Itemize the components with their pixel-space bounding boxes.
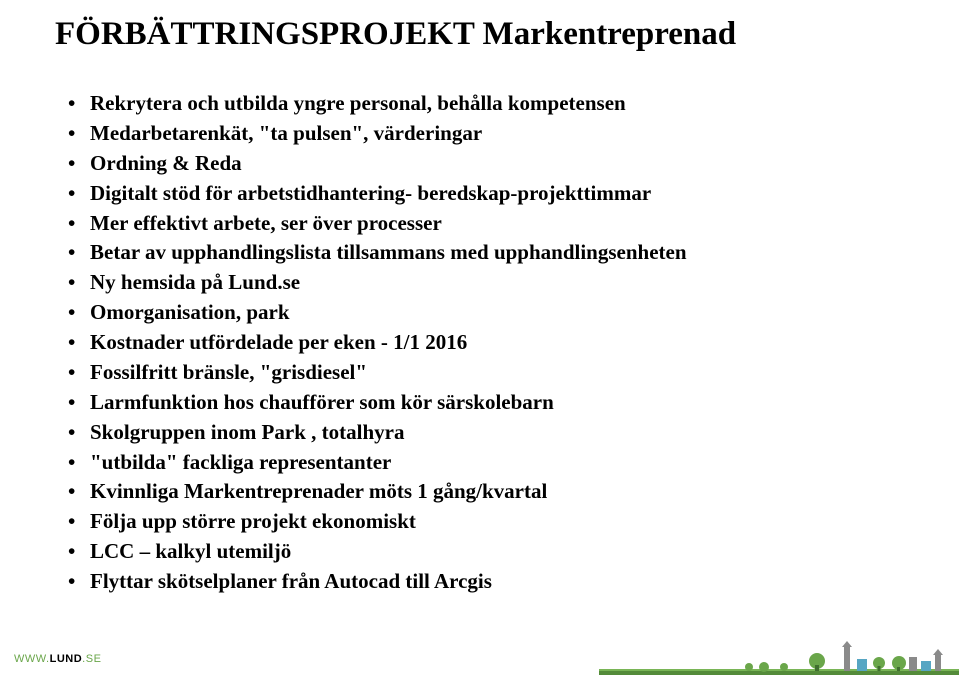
- bullet-item: Betar av upphandlingslista tillsammans m…: [68, 239, 919, 266]
- bullet-item: Fossilfritt bränsle, "grisdiesel": [68, 359, 919, 386]
- bullet-item: Kostnader utfördelade per eken - 1/1 201…: [68, 329, 919, 356]
- logo-www: WWW.: [14, 653, 50, 665]
- bullet-item: Digitalt stöd för arbetstidhantering- be…: [68, 180, 919, 207]
- logo-se: .SE: [82, 653, 101, 665]
- slide-title: FÖRBÄTTRINGSPROJEKT Markentreprenad: [55, 16, 736, 53]
- skyline-graphic: [599, 641, 959, 675]
- bullet-item: Mer effektivt arbete, ser över processer: [68, 210, 919, 237]
- bullet-item: Omorganisation, park: [68, 299, 919, 326]
- bullet-item: Medarbetarenkät, "ta pulsen", värderinga…: [68, 120, 919, 147]
- bullet-item: "utbilda" fackliga representanter: [68, 449, 919, 476]
- logo-lund: LUND: [50, 653, 83, 665]
- bullet-item: Ny hemsida på Lund.se: [68, 269, 919, 296]
- bullet-item: Följa upp större projekt ekonomiskt: [68, 508, 919, 535]
- bullet-item: Rekrytera och utbilda yngre personal, be…: [68, 90, 919, 117]
- bullet-item: Kvinnliga Markentreprenader möts 1 gång/…: [68, 478, 919, 505]
- bullet-item: Skolgruppen inom Park , totalhyra: [68, 419, 919, 446]
- bullet-item: LCC – kalkyl utemiljö: [68, 538, 919, 565]
- footer: WWW.LUND.SE: [0, 637, 959, 675]
- bullet-item: Ordning & Reda: [68, 150, 919, 177]
- lund-logo: WWW.LUND.SE: [14, 653, 101, 665]
- slide: FÖRBÄTTRINGSPROJEKT Markentreprenad Rekr…: [0, 0, 959, 675]
- bullet-item: Larmfunktion hos chaufförer som kör särs…: [68, 389, 919, 416]
- bullet-list: Rekrytera och utbilda yngre personal, be…: [68, 90, 919, 598]
- bullet-item: Flyttar skötselplaner från Autocad till …: [68, 568, 919, 595]
